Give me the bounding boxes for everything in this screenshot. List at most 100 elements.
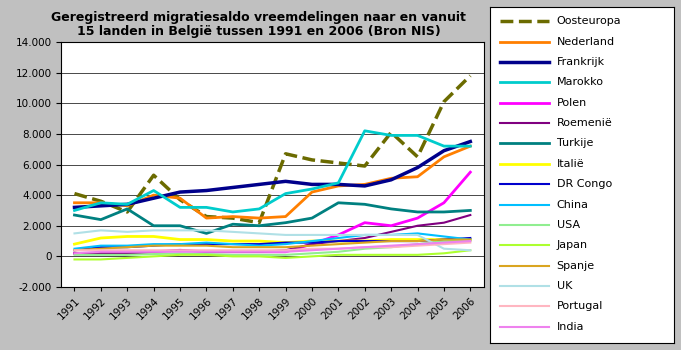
Frankrijk: [361, 184, 369, 188]
USA: [123, 253, 131, 257]
Roemenië: [361, 236, 369, 240]
Nederland: [202, 216, 210, 220]
Nederland: [440, 155, 448, 159]
Marokko: [361, 129, 369, 133]
Spanje: [413, 239, 422, 243]
DR Congo: [281, 240, 289, 245]
Japan: [202, 253, 210, 257]
DR Congo: [361, 239, 369, 243]
DR Congo: [387, 239, 395, 243]
Text: Marokko: Marokko: [556, 77, 603, 88]
Italië: [308, 239, 316, 243]
Frankrijk: [229, 186, 237, 190]
Portugal: [387, 245, 395, 249]
China: [97, 244, 105, 248]
Portugal: [202, 248, 210, 252]
Frankrijk: [123, 202, 131, 206]
Portugal: [70, 248, 78, 252]
India: [70, 251, 78, 256]
Marokko: [440, 144, 448, 148]
China: [334, 236, 343, 240]
Turkije: [123, 207, 131, 211]
Oosteuropa: [387, 130, 395, 134]
Turkije: [361, 202, 369, 206]
Oosteuropa: [150, 173, 158, 177]
China: [466, 237, 475, 241]
Marokko: [123, 202, 131, 206]
China: [70, 247, 78, 251]
Marokko: [202, 205, 210, 209]
Portugal: [308, 247, 316, 251]
Polen: [413, 216, 422, 220]
India: [413, 242, 422, 246]
Italië: [413, 237, 422, 241]
Nederland: [97, 201, 105, 205]
Oosteuropa: [281, 152, 289, 156]
Nederland: [70, 201, 78, 205]
Marokko: [387, 133, 395, 138]
Polen: [387, 224, 395, 228]
UK: [440, 247, 448, 251]
Spanje: [387, 239, 395, 243]
Nederland: [150, 193, 158, 197]
Nederland: [387, 176, 395, 180]
Text: Nederland: Nederland: [556, 37, 615, 47]
Nederland: [466, 144, 475, 148]
DR Congo: [97, 245, 105, 249]
Portugal: [97, 248, 105, 252]
Roemenië: [229, 250, 237, 254]
DR Congo: [176, 242, 184, 246]
DR Congo: [123, 245, 131, 249]
Japan: [466, 248, 475, 252]
Line: Marokko: Marokko: [74, 131, 471, 212]
Italië: [150, 234, 158, 239]
Polen: [97, 251, 105, 256]
Portugal: [466, 240, 475, 245]
USA: [413, 242, 422, 246]
Text: China: China: [556, 199, 588, 210]
Line: Italië: Italië: [74, 237, 471, 244]
Roemenië: [387, 230, 395, 234]
Italië: [255, 239, 264, 243]
DR Congo: [466, 236, 475, 240]
UK: [97, 228, 105, 232]
China: [150, 242, 158, 246]
USA: [387, 245, 395, 249]
Spanje: [176, 244, 184, 248]
DR Congo: [255, 242, 264, 246]
Line: DR Congo: DR Congo: [74, 238, 471, 250]
Text: Geregistreerd migratiesaldo vreemdelingen naar en vanuit
15 landen in België tus: Geregistreerd migratiesaldo vreemdelinge…: [51, 10, 466, 38]
Marokko: [176, 205, 184, 209]
Oosteuropa: [361, 164, 369, 168]
India: [334, 247, 343, 251]
Marokko: [150, 188, 158, 193]
USA: [70, 253, 78, 257]
Marokko: [466, 144, 475, 148]
China: [176, 242, 184, 246]
China: [123, 244, 131, 248]
Spanje: [123, 245, 131, 249]
Frankrijk: [281, 179, 289, 183]
Italië: [229, 239, 237, 243]
India: [308, 248, 316, 252]
China: [387, 233, 395, 237]
India: [281, 250, 289, 254]
Portugal: [150, 248, 158, 252]
India: [97, 250, 105, 254]
USA: [440, 239, 448, 243]
Text: Turkije: Turkije: [556, 139, 593, 148]
Line: Portugal: Portugal: [74, 243, 471, 250]
Polen: [176, 248, 184, 252]
Marokko: [229, 210, 237, 214]
DR Congo: [440, 237, 448, 241]
Italië: [387, 237, 395, 241]
Roemenië: [308, 242, 316, 246]
USA: [361, 247, 369, 251]
Portugal: [123, 248, 131, 252]
Line: India: India: [74, 241, 471, 253]
Text: Oosteuropa: Oosteuropa: [556, 16, 621, 26]
India: [466, 239, 475, 243]
Frankrijk: [255, 182, 264, 187]
Roemenië: [281, 248, 289, 252]
Turkije: [281, 220, 289, 225]
